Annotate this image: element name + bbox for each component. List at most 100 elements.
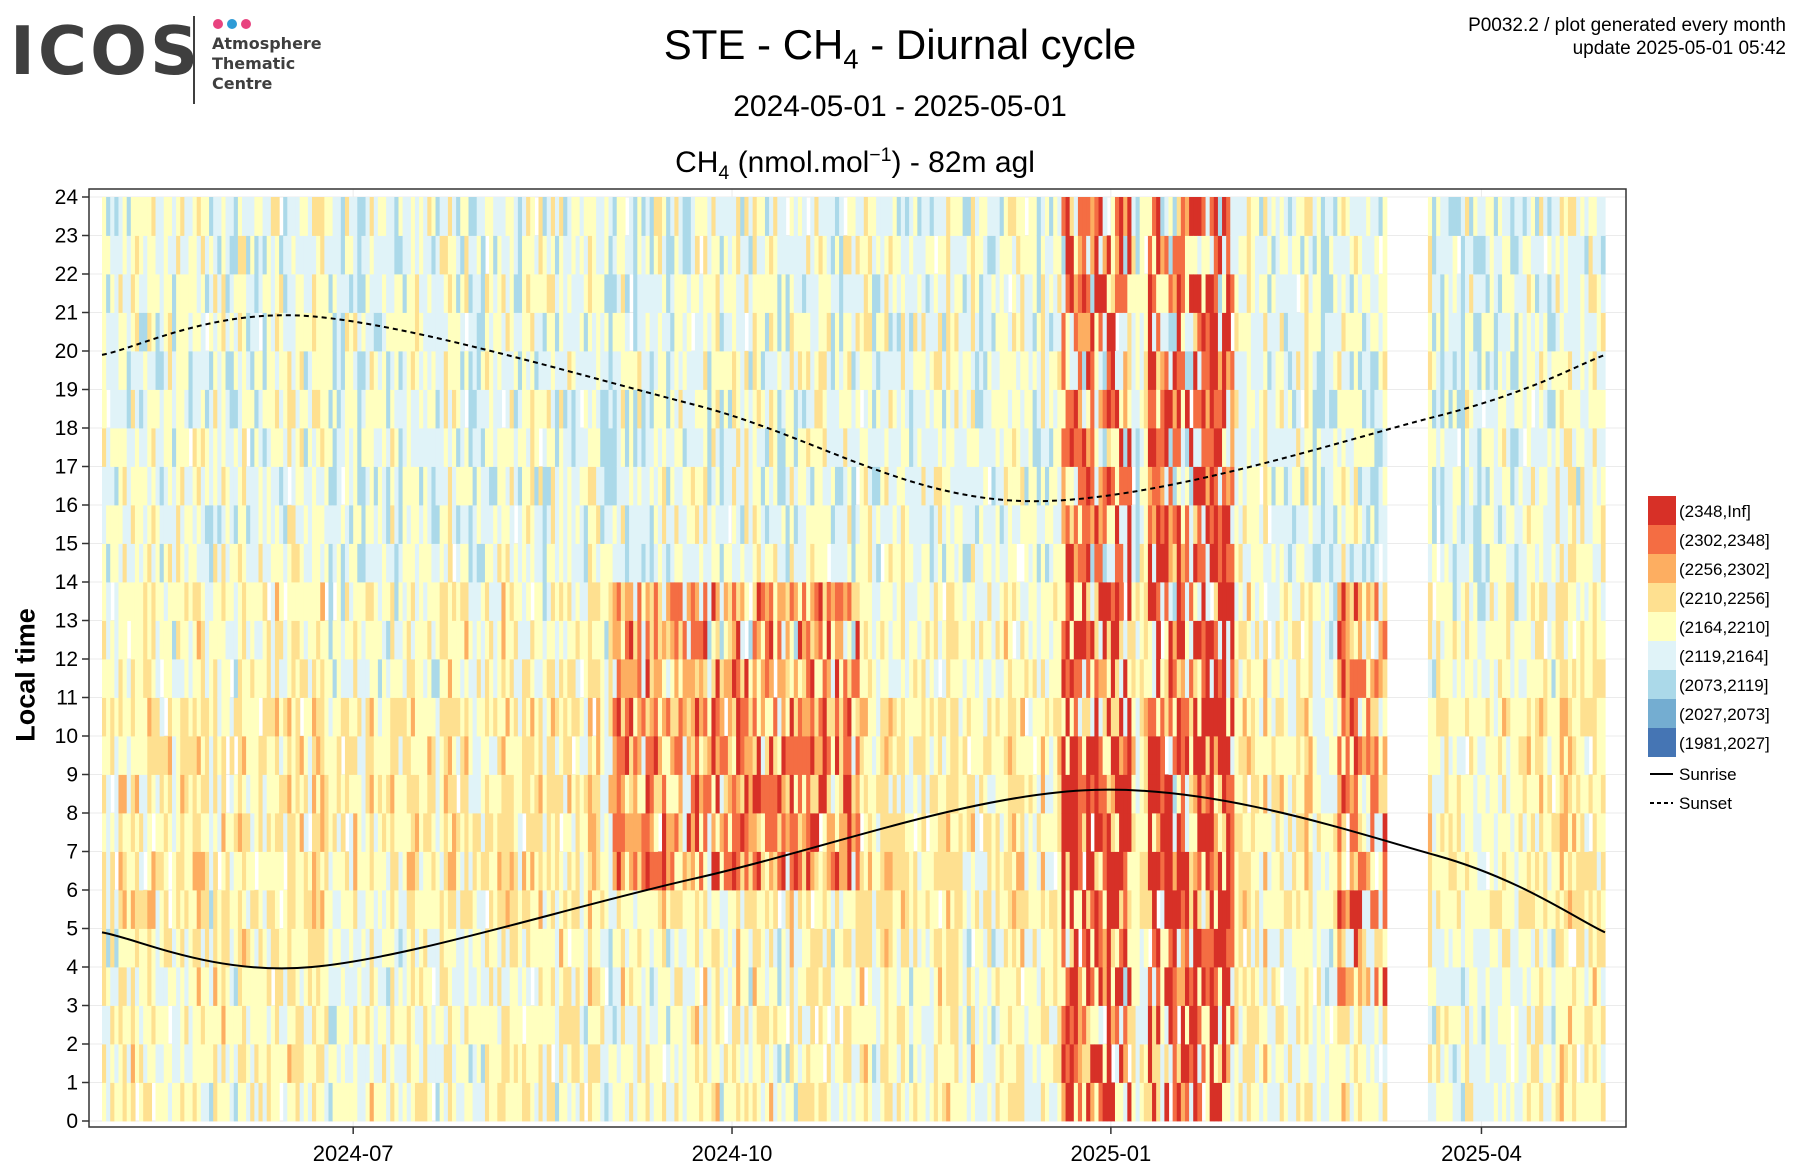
heatmap-cell bbox=[596, 274, 601, 313]
heatmap-cell bbox=[435, 774, 441, 814]
heatmap-cell bbox=[139, 389, 144, 429]
heatmap-cell bbox=[797, 1005, 803, 1045]
heatmap-cell bbox=[316, 505, 321, 544]
heatmap-cell bbox=[279, 813, 284, 852]
heatmap-cell bbox=[674, 428, 680, 467]
heatmap-cell bbox=[320, 774, 325, 814]
heatmap-cell bbox=[538, 736, 544, 775]
heatmap-cell bbox=[254, 967, 260, 1006]
heatmap-cell bbox=[254, 312, 260, 352]
heatmap-cell bbox=[550, 428, 556, 467]
heatmap-cell bbox=[583, 582, 589, 621]
heatmap-cell bbox=[900, 620, 906, 660]
heatmap-cell bbox=[637, 967, 643, 1006]
heatmap-cell bbox=[456, 466, 461, 506]
heatmap-cell bbox=[217, 890, 223, 929]
heatmap-cell bbox=[188, 659, 194, 698]
heatmap-cell bbox=[542, 928, 548, 968]
heatmap-cell bbox=[764, 428, 770, 467]
heatmap-cell bbox=[332, 620, 338, 660]
heatmap-cell bbox=[242, 235, 247, 275]
heatmap-cell bbox=[176, 466, 181, 506]
heatmap-cell bbox=[884, 851, 890, 891]
heatmap-cell bbox=[398, 351, 404, 390]
heatmap-cell bbox=[727, 851, 733, 891]
heatmap-cell bbox=[501, 1005, 507, 1045]
heatmap-cell bbox=[192, 312, 198, 352]
heatmap-cell bbox=[303, 274, 309, 313]
heatmap-cell bbox=[711, 543, 717, 583]
heatmap-cell bbox=[386, 428, 391, 467]
heatmap-cell bbox=[756, 697, 762, 737]
heatmap-cell bbox=[752, 851, 758, 891]
heatmap-cell bbox=[299, 466, 305, 506]
heatmap-cell bbox=[678, 813, 684, 852]
heatmap-cell bbox=[649, 197, 655, 236]
heatmap-cell bbox=[526, 312, 531, 352]
heatmap-cell bbox=[163, 543, 169, 583]
heatmap-cell bbox=[382, 274, 387, 313]
heatmap-cell bbox=[727, 235, 733, 275]
heatmap-cell bbox=[921, 1082, 927, 1122]
heatmap-cell bbox=[262, 466, 268, 506]
heatmap-cell bbox=[452, 659, 457, 698]
heatmap-cell bbox=[159, 1005, 165, 1045]
heatmap-cell bbox=[645, 1005, 651, 1045]
heatmap-cell bbox=[538, 813, 544, 852]
heatmap-cell bbox=[946, 389, 951, 429]
heatmap-cell bbox=[102, 928, 107, 968]
heatmap-cell bbox=[225, 697, 231, 737]
heatmap-cell bbox=[826, 697, 832, 737]
heatmap-cell bbox=[950, 851, 955, 891]
heatmap-cell bbox=[892, 659, 898, 698]
heatmap-cell bbox=[806, 466, 811, 506]
heatmap-cell bbox=[863, 697, 869, 737]
heatmap-cell bbox=[872, 466, 877, 506]
heatmap-cell bbox=[896, 197, 902, 236]
heatmap-cell bbox=[406, 235, 412, 275]
heatmap-cell bbox=[394, 235, 400, 275]
heatmap-cell bbox=[394, 659, 400, 698]
heatmap-cell bbox=[900, 197, 906, 236]
heatmap-cell bbox=[443, 851, 449, 891]
heatmap-cell bbox=[727, 1044, 733, 1083]
heatmap-cell bbox=[810, 1082, 815, 1122]
heatmap-cell bbox=[657, 697, 663, 737]
heatmap-cell bbox=[563, 312, 568, 352]
heatmap-cell bbox=[328, 659, 334, 698]
heatmap-cell bbox=[332, 1044, 338, 1083]
heatmap-cell bbox=[361, 197, 367, 236]
heatmap-cell bbox=[719, 697, 725, 737]
heatmap-cell bbox=[587, 774, 593, 814]
heatmap-cell bbox=[402, 890, 408, 929]
heatmap-cell bbox=[509, 582, 515, 621]
heatmap-cell bbox=[900, 235, 906, 275]
heatmap-cell bbox=[909, 428, 914, 467]
heatmap-cell bbox=[217, 312, 223, 352]
heatmap-cell bbox=[925, 543, 931, 583]
heatmap-cell bbox=[686, 466, 692, 506]
heatmap-cell bbox=[147, 312, 153, 352]
heatmap-cell bbox=[143, 274, 148, 313]
heatmap-cell bbox=[958, 235, 964, 275]
heatmap-cell bbox=[332, 659, 338, 698]
heatmap-cell bbox=[303, 967, 309, 1006]
heatmap-cell bbox=[773, 774, 778, 814]
heatmap-cell bbox=[526, 1005, 531, 1045]
heatmap-cell bbox=[773, 428, 778, 467]
heatmap-cell bbox=[151, 235, 157, 275]
heatmap-cell bbox=[834, 697, 840, 737]
heatmap-cell bbox=[888, 197, 894, 236]
heatmap-cell bbox=[888, 890, 894, 929]
heatmap-cell bbox=[143, 197, 148, 236]
heatmap-cell bbox=[472, 620, 478, 660]
heatmap-cell bbox=[184, 235, 190, 275]
heatmap-cell bbox=[600, 1082, 605, 1122]
heatmap-cell bbox=[777, 389, 783, 429]
heatmap-cell bbox=[608, 736, 614, 775]
heatmap-cell bbox=[427, 197, 433, 236]
heatmap-cell bbox=[283, 389, 288, 429]
heatmap-cell bbox=[106, 967, 111, 1006]
heatmap-cell bbox=[439, 428, 445, 467]
heatmap-cell bbox=[839, 928, 844, 968]
